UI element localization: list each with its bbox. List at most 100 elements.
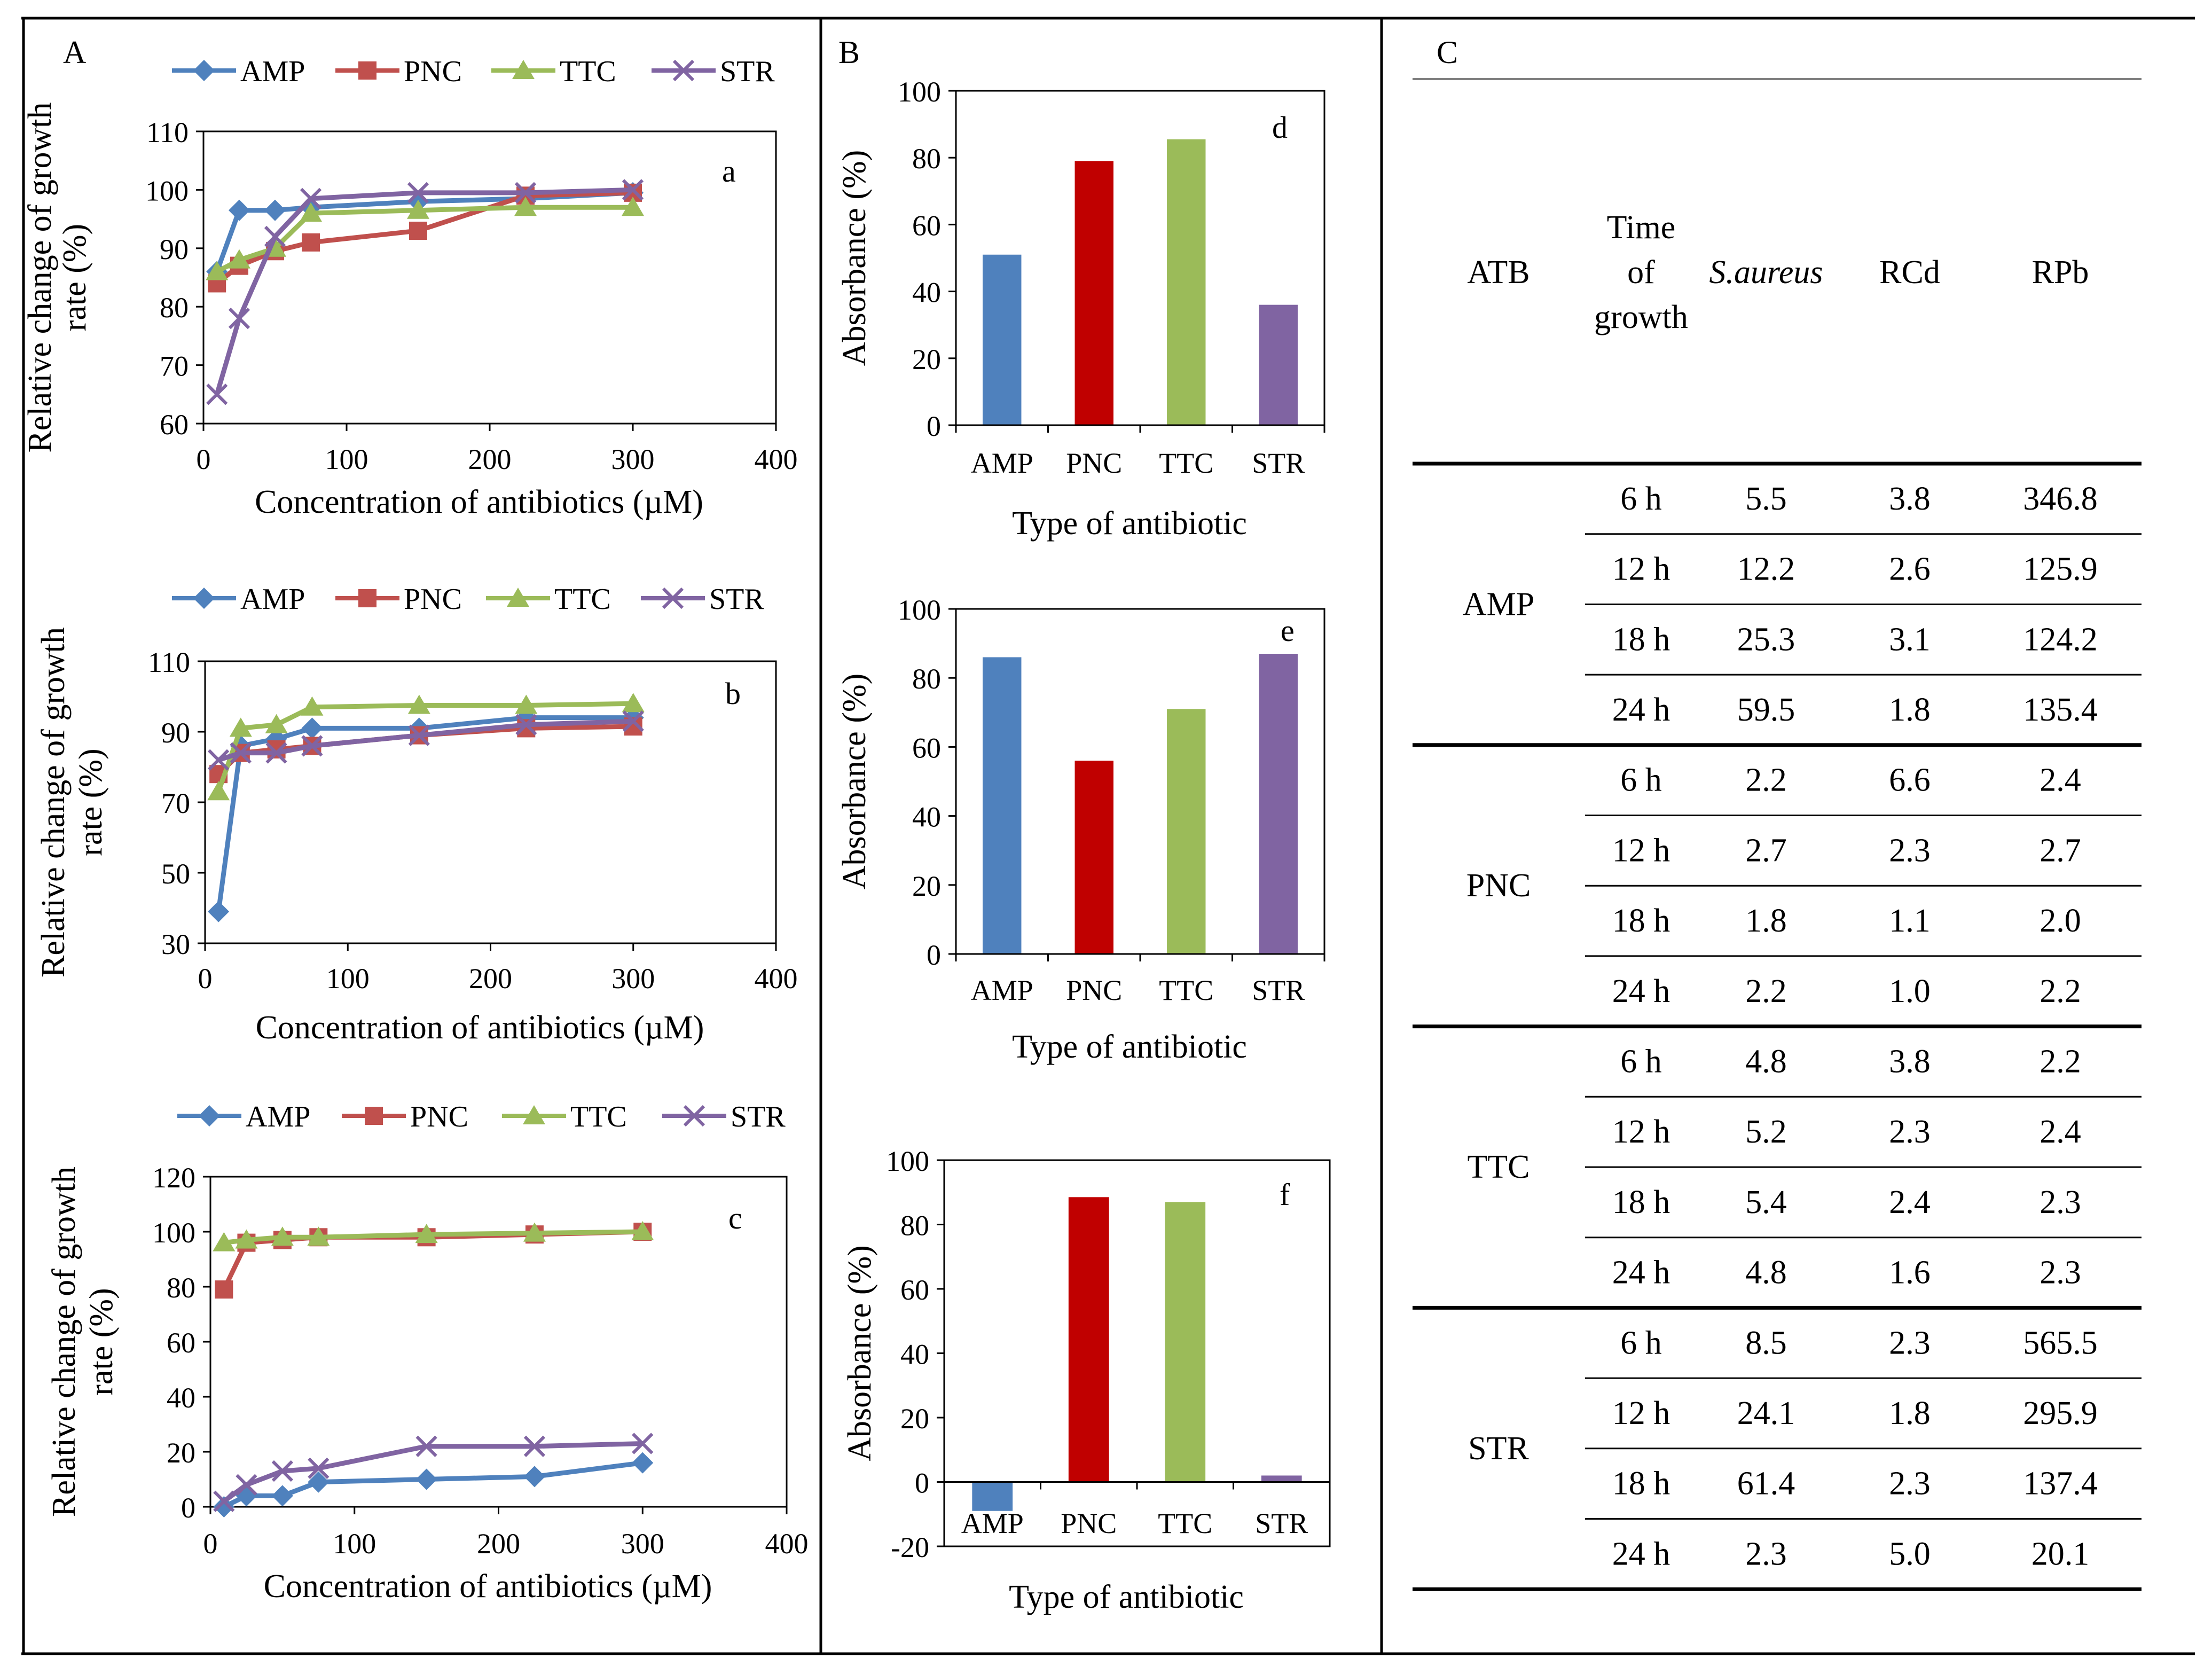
- bar-amp: [972, 1482, 1013, 1511]
- chart-label: a: [722, 154, 736, 189]
- cell-saureus: 2.2: [1745, 973, 1787, 1010]
- y-axis-title-line1: Relative change of growth: [22, 103, 58, 453]
- y-tick-label: 0: [927, 939, 941, 971]
- cell-saureus: 24.1: [1737, 1395, 1795, 1431]
- cell-saureus: 25.3: [1737, 621, 1795, 658]
- line-chart-c: 0 20 40 60 80 100 120 0 100 200 300 400 Concentratio…: [46, 1100, 809, 1605]
- legend-label-pnc: PNC: [404, 55, 462, 88]
- legend-label-str: STR: [720, 55, 775, 88]
- legend-marker-amp: [193, 588, 215, 609]
- category-label: STR: [1252, 447, 1305, 479]
- data-point-str: [632, 1433, 654, 1454]
- cell-time: 24 h: [1612, 1536, 1670, 1572]
- y-tick-label: 40: [912, 277, 941, 309]
- data-point-str: [264, 225, 286, 248]
- y-tick-label: 60: [900, 1274, 929, 1306]
- data-point-ttc: [213, 1232, 236, 1251]
- bar-chart-f: -20 0 20 40 60 80 100 AMP PNC TTC STR Type of antib…: [842, 1145, 1331, 1615]
- bar-amp: [983, 657, 1022, 954]
- x-tick-label: 300: [611, 443, 655, 475]
- cell-rcd: 1.1: [1889, 903, 1931, 939]
- cell-rcd: 1.8: [1889, 692, 1931, 728]
- y-tick-label: -20: [891, 1531, 929, 1563]
- y-tick-label: 80: [167, 1272, 195, 1304]
- x-axis-title: Concentration of antibiotics (µM): [255, 484, 703, 520]
- cell-time: 24 h: [1612, 692, 1670, 728]
- results-table: ATB Time of growth S.aureus RCd RPb AMP 6 h 5.5 3.…: [1413, 78, 2142, 1591]
- bar-pnc: [1068, 1197, 1109, 1482]
- data-point-str: [207, 749, 230, 771]
- header-time: Time: [1607, 209, 1676, 246]
- cell-rpb: 2.2: [2040, 973, 2081, 1010]
- legend-marker-str: [683, 1105, 705, 1127]
- group-label-pnc: PNC: [1466, 867, 1531, 904]
- y-tick-label: 60: [912, 732, 941, 764]
- x-tick-label: 0: [203, 1528, 218, 1560]
- data-point-pnc: [409, 221, 427, 240]
- cell-rcd: 3.8: [1889, 481, 1931, 517]
- cell-rpb: 2.4: [2040, 762, 2081, 799]
- data-point-str: [265, 742, 287, 764]
- data-point-str: [213, 1490, 235, 1512]
- cell-rpb: 2.3: [2040, 1184, 2081, 1221]
- category-label: STR: [1255, 1507, 1308, 1539]
- legend-label-ttc: TTC: [560, 55, 616, 88]
- y-axis-title-line2: rate (%): [57, 224, 93, 331]
- chart-label: b: [725, 676, 741, 711]
- y-tick-label: 0: [915, 1467, 929, 1499]
- chart-label: e: [1281, 613, 1295, 648]
- data-point-pnc: [215, 1280, 233, 1299]
- cell-rpb: 2.2: [2040, 1043, 2081, 1080]
- y-tick-label: 20: [900, 1403, 929, 1435]
- group-label-amp: AMP: [1463, 586, 1534, 622]
- legend-marker-amp: [193, 60, 215, 81]
- data-point-str: [206, 384, 228, 405]
- y-tick-label: 40: [900, 1339, 929, 1371]
- cell-saureus: 61.4: [1737, 1466, 1795, 1502]
- legend-label-str: STR: [709, 583, 764, 616]
- data-point-str: [407, 182, 429, 204]
- legend-marker-str: [672, 59, 695, 82]
- group-label-ttc: TTC: [1467, 1149, 1529, 1185]
- data-point-amp: [271, 1485, 293, 1507]
- y-tick-label: 80: [160, 292, 189, 324]
- data-point-ttc: [622, 197, 644, 216]
- y-tick-label: 80: [912, 663, 941, 695]
- plot-area: [209, 1176, 788, 1508]
- cell-rpb: 124.2: [2023, 621, 2098, 658]
- chart-label: c: [728, 1201, 742, 1235]
- cell-rpb: 2.7: [2040, 832, 2081, 869]
- y-tick-label: 20: [912, 870, 941, 902]
- y-tick-label: 70: [161, 787, 190, 819]
- cell-saureus: 5.4: [1745, 1184, 1787, 1221]
- x-tick-label: 400: [755, 443, 798, 475]
- data-point-str: [514, 182, 537, 204]
- cell-time: 18 h: [1612, 903, 1670, 939]
- legend-marker-ttc: [523, 1105, 545, 1124]
- legend-marker-pnc: [365, 1107, 383, 1125]
- y-tick-label: 50: [161, 858, 190, 890]
- cell-rpb: 20.1: [2031, 1536, 2090, 1572]
- data-point-str: [300, 187, 322, 209]
- x-tick-label: 100: [326, 963, 370, 995]
- cell-rcd: 5.0: [1889, 1536, 1931, 1572]
- category-label: TTC: [1159, 974, 1213, 1006]
- data-point-ttc: [415, 1224, 438, 1243]
- x-tick-label: 0: [198, 963, 213, 995]
- data-point-str: [308, 1457, 330, 1480]
- x-tick-label: 400: [765, 1528, 809, 1560]
- cell-saureus: 1.8: [1745, 903, 1787, 939]
- category-label: STR: [1252, 974, 1305, 1006]
- y-tick-label: 100: [152, 1217, 195, 1249]
- data-point-ttc: [407, 199, 429, 219]
- data-point-ttc: [622, 693, 645, 713]
- bar-pnc: [1074, 761, 1113, 954]
- data-point-amp: [264, 199, 286, 221]
- legend-marker-pnc: [358, 589, 376, 607]
- data-point-amp: [523, 1466, 545, 1488]
- legend-marker-amp: [199, 1105, 220, 1127]
- data-point-amp: [632, 1452, 654, 1474]
